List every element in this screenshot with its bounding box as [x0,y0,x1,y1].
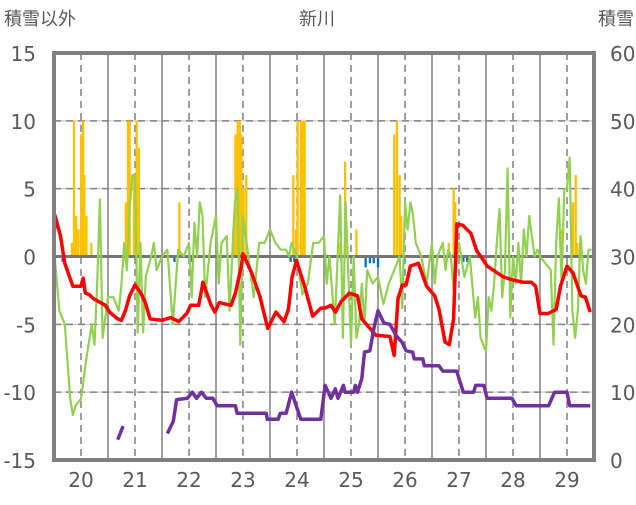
blue-bars-bar [368,256,372,264]
x-tick-label: 27 [446,468,471,492]
orange-bars-bar [292,175,295,257]
x-tick-label: 28 [500,468,525,492]
left-tick-label: -15 [3,449,36,473]
orange-bars-bar [79,134,83,257]
blue-bars-bar [364,256,367,268]
left-axis-title: 積雪以外 [4,9,76,30]
orange-bars-bar [576,242,579,257]
orange-bars-bar [355,229,358,257]
orange-bars-bar [393,134,396,257]
orange-bars-bar [132,175,136,257]
blue-bars-bar [372,256,375,264]
x-tick-label: 22 [176,468,201,492]
right-tick-label: 20 [610,313,635,337]
left-tick-label: -5 [16,313,36,337]
right-tick-label: 10 [610,381,635,405]
orange-bars-bar [72,120,76,257]
orange-bars-bar [90,242,93,257]
x-tick-label: 20 [68,468,93,492]
chart-title: 新川 [299,9,335,30]
right-tick-label: 0 [610,449,623,473]
orange-bars-bar [299,120,302,257]
orange-bars-bar [137,147,140,257]
left-tick-label: 10 [11,110,36,134]
x-tick-label: 23 [230,468,255,492]
x-tick-label: 29 [554,468,579,492]
orange-bars-bar [303,120,306,257]
orange-bars-bar [77,229,80,257]
blue-bars-bar [173,256,176,262]
plot-border [52,51,596,462]
orange-bars-bar [70,242,74,257]
blue-bars-bar [289,256,292,262]
plot-frame [52,51,596,462]
orange-bars-bar [128,120,131,257]
blue-bars-bar [293,256,296,262]
right-tick-label: 40 [610,178,635,202]
left-tick-label: -10 [3,381,36,405]
blue-bars-bar [376,256,380,268]
red-line [52,214,592,358]
orange-bars-bar [245,175,248,257]
left-tick-label: 15 [11,42,36,66]
right-tick-label: 30 [610,246,635,270]
orange-bars-bar [178,202,181,257]
orange-bars-bar [83,175,86,257]
orange-bars-bar [398,175,401,257]
line-series [52,156,592,462]
orange-bars-bar [294,229,298,257]
left-tick-label: 0 [23,246,36,270]
x-tick-label: 25 [338,468,363,492]
green-line [52,156,592,417]
orange-bars-bar [126,120,130,257]
x-tick-label: 21 [122,468,147,492]
right-tick-label: 50 [610,110,635,134]
x-tick-label: 26 [392,468,417,492]
orange-bars-bar [452,188,455,257]
blue-bars-bar [466,256,469,262]
orange-bars-bar [400,215,403,257]
orange-bars-bar [296,120,299,257]
snow-depth [165,309,591,435]
blue-bars-bar [462,256,465,262]
orange-bars-bar [85,215,88,257]
right-tick-label: 60 [610,42,635,66]
orange-bars-bar [301,120,305,257]
orange-bars-bar [240,134,243,257]
orange-bars-bar [574,175,577,257]
left-tick-label: 5 [23,178,36,202]
orange-bars-bar [124,202,128,257]
x-tick-label: 24 [284,468,309,492]
snow-depth [116,425,125,441]
orange-bars-bar [238,120,241,257]
right-axis-title: 積雪 [598,9,634,30]
orange-bars-bar [135,120,138,257]
orange-bars-bar [571,202,575,257]
orange-bars-bar [395,120,399,257]
orange-bars-bar [75,215,78,257]
